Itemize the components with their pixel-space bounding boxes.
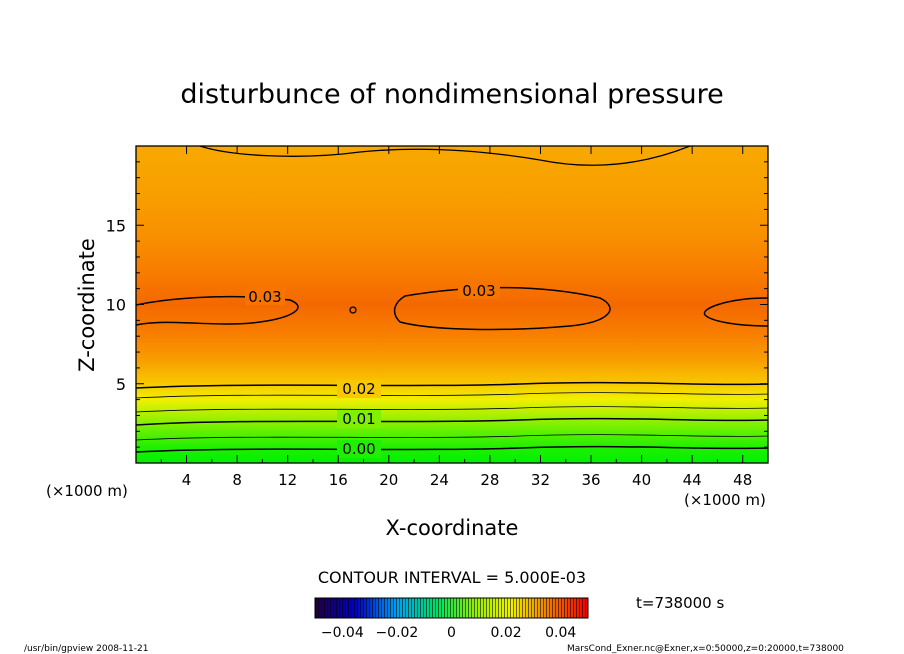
x-axis: 4 8 12 16 20 24 28 32 36 40 44 48 xyxy=(160,146,752,489)
y-axis-label: Z-coordinate xyxy=(75,238,99,372)
contour-interval: CONTOUR INTERVAL = 5.000E-03 xyxy=(318,568,586,587)
contour-line xyxy=(136,417,768,426)
contour-line xyxy=(136,295,299,326)
x-tick-label: 28 xyxy=(480,471,499,489)
x-unit-left: (×1000 m) xyxy=(46,482,128,500)
contour-line xyxy=(703,297,768,327)
colorbar-frame xyxy=(314,597,589,619)
contour-label: 0.03 xyxy=(248,288,281,306)
colorbar-tick-label: −0.04 xyxy=(321,625,364,641)
contour-label: 0.01 xyxy=(342,410,375,428)
footer-right: MarsCond_Exner.nc@Exner,x=0:50000,z=0:20… xyxy=(567,644,844,654)
colorbar-tick-label: 0 xyxy=(447,625,456,641)
contour-labels: 0.03 0.03 0.02 0.01 0.00 xyxy=(245,281,500,458)
colorbar-tick-label: 0.02 xyxy=(491,625,522,641)
x-tick-label: 12 xyxy=(278,471,297,489)
contour-line xyxy=(349,306,357,314)
contour-label-bg xyxy=(337,440,381,458)
x-tick-label: 16 xyxy=(329,471,348,489)
y-tick-label: 10 xyxy=(106,296,126,315)
colorbar-ticks: −0.04 −0.02 0 0.02 0.04 xyxy=(321,625,577,641)
contour-label-bg xyxy=(337,380,381,398)
y-tick-label: 5 xyxy=(116,375,126,394)
contour-line xyxy=(393,286,611,331)
field-fill xyxy=(136,146,768,463)
contour-line xyxy=(136,392,768,399)
colorbar: −0.04 −0.02 0 0.02 0.04 xyxy=(314,597,589,641)
contour-label: 0.03 xyxy=(462,282,495,300)
contour-label-bg xyxy=(245,287,285,305)
contour-line xyxy=(136,445,768,453)
x-tick-label: 20 xyxy=(379,471,398,489)
colorbar-stripes xyxy=(315,598,588,618)
colorbar-tick-label: 0.04 xyxy=(545,625,576,641)
colorbar-tick-label: −0.02 xyxy=(375,625,418,641)
contour-line xyxy=(199,146,691,166)
x-tick-label: 24 xyxy=(430,471,449,489)
contour-label: 0.02 xyxy=(342,380,375,398)
time-label: t=738000 s xyxy=(636,594,724,612)
x-tick-label: 36 xyxy=(581,471,600,489)
x-tick-label: 44 xyxy=(683,471,702,489)
contour-label-bg xyxy=(458,281,500,299)
contour-line xyxy=(136,381,768,389)
chart-title: disturbunce of nondimensional pressure xyxy=(180,79,723,110)
contour-line xyxy=(136,434,768,441)
x-tick-label: 40 xyxy=(632,471,651,489)
x-unit-right: (×1000 m) xyxy=(684,491,766,509)
footer-left: /usr/bin/gpview 2008-11-21 xyxy=(24,644,148,654)
contour-line xyxy=(136,406,768,413)
plot-area: 0.03 0.03 0.02 0.01 0.00 xyxy=(135,145,769,464)
contour-lines xyxy=(136,146,768,453)
contour-label: 0.00 xyxy=(342,440,375,458)
x-tick-label: 48 xyxy=(733,471,752,489)
y-tick-label: 15 xyxy=(106,216,126,235)
x-tick-label: 4 xyxy=(182,471,192,489)
x-tick-label: 32 xyxy=(531,471,550,489)
x-tick-label: 8 xyxy=(232,471,242,489)
x-axis-label: X-coordinate xyxy=(386,516,519,540)
contour-label-bg xyxy=(337,410,381,428)
y-axis: 5 10 15 xyxy=(106,161,768,448)
